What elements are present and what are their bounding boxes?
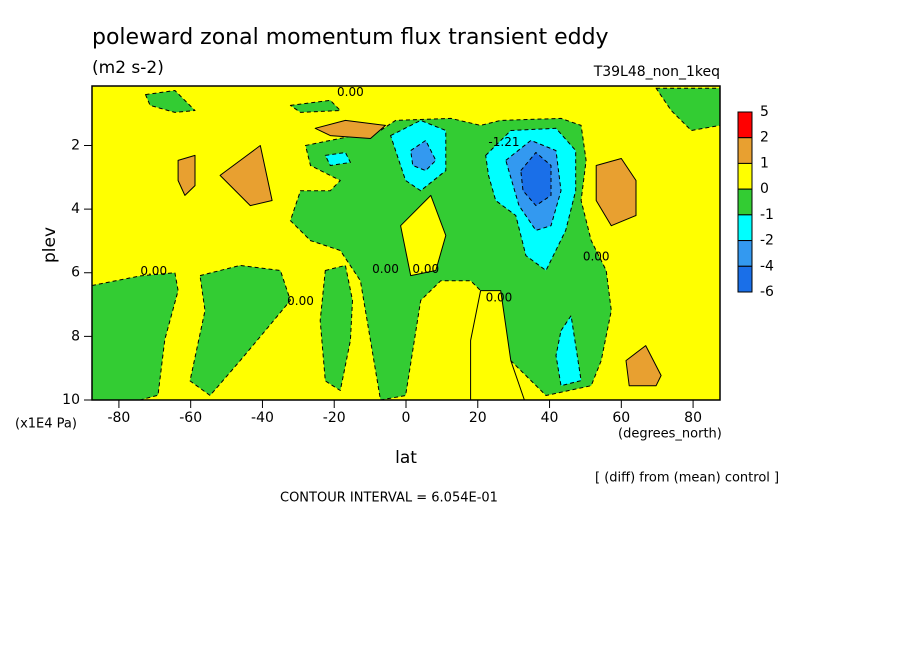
colorbar-label: 1 (760, 155, 769, 171)
x-axis-label: lat (395, 448, 417, 468)
x-tick-label: 0 (402, 410, 411, 426)
colorbar-label: -6 (760, 284, 774, 300)
colorbar-label: 2 (760, 130, 769, 146)
colorbar-label: -4 (760, 258, 774, 274)
y-tick-label: 4 (71, 201, 80, 217)
note: [ (diff) from (mean) control ] (595, 471, 779, 486)
y-tick-label: 2 (71, 137, 80, 153)
contour-region (655, 87, 720, 131)
colorbar-box (737, 265, 753, 293)
dataset-label: T39L48_non_1keq (593, 64, 720, 80)
contour-region (314, 119, 386, 139)
contour-label: 0.00 (412, 262, 439, 276)
contour-region (324, 152, 351, 166)
contour-region (520, 152, 552, 207)
contour-region (219, 145, 273, 207)
contour-interval: CONTOUR INTERVAL = 6.054E-01 (280, 491, 498, 506)
contour-label: -1.21 (488, 135, 519, 149)
y-tick-label: 10 (62, 392, 80, 408)
colorbar-box (737, 240, 753, 267)
contour-label: 0.00 (140, 264, 167, 278)
x-tick-label: -80 (107, 410, 130, 426)
contour-region (625, 345, 662, 387)
x-units: (degrees_north) (618, 427, 722, 442)
x-tick-label: 40 (541, 410, 559, 426)
contour-region (177, 154, 196, 196)
colorbar-label: 5 (760, 104, 769, 120)
x-tick-label: -20 (323, 410, 346, 426)
contour-region (289, 99, 341, 113)
contour-label: 0.00 (583, 249, 610, 263)
x-tick-label: -60 (179, 410, 202, 426)
contour-region (189, 264, 291, 396)
colorbar-box (737, 162, 753, 190)
colorbar-box (737, 214, 753, 242)
colorbar-box (737, 111, 753, 139)
plot-area: 0.00 0.00 0.00 0.00 0.00 0.00 0.00 -1.21 (92, 85, 720, 400)
contour-label: 0.00 (486, 291, 513, 305)
chart-title: poleward zonal momentum flux transient e… (92, 25, 609, 50)
contour-label: 0.00 (287, 294, 314, 308)
y-tick-label: 6 (71, 265, 80, 281)
x-tick-label: 20 (469, 410, 487, 426)
colorbar-label: -1 (760, 207, 774, 223)
contour-region (555, 315, 582, 387)
x-tick-label: 60 (612, 410, 630, 426)
contour-region (92, 272, 179, 400)
colorbar-label: -2 (760, 233, 774, 249)
contour-region (470, 290, 525, 400)
contour-region (319, 264, 353, 391)
colorbar-box (737, 137, 753, 164)
contour-region (400, 194, 447, 277)
y-axis-label: plev (40, 227, 60, 263)
contour-region (145, 90, 196, 113)
y-tick-label: 8 (71, 328, 80, 344)
y-units: (x1E4 Pa) (15, 417, 77, 432)
colorbar-label: 0 (760, 181, 769, 197)
x-tick-label: -40 (251, 410, 274, 426)
x-tick-label: 80 (684, 410, 702, 426)
colorbar-box (737, 188, 753, 216)
contour-region (595, 158, 637, 227)
contour-label: 0.00 (337, 85, 364, 99)
chart-subtitle: (m2 s-2) (92, 58, 164, 78)
contour-region (410, 139, 437, 172)
contour-label: 0.00 (372, 262, 399, 276)
